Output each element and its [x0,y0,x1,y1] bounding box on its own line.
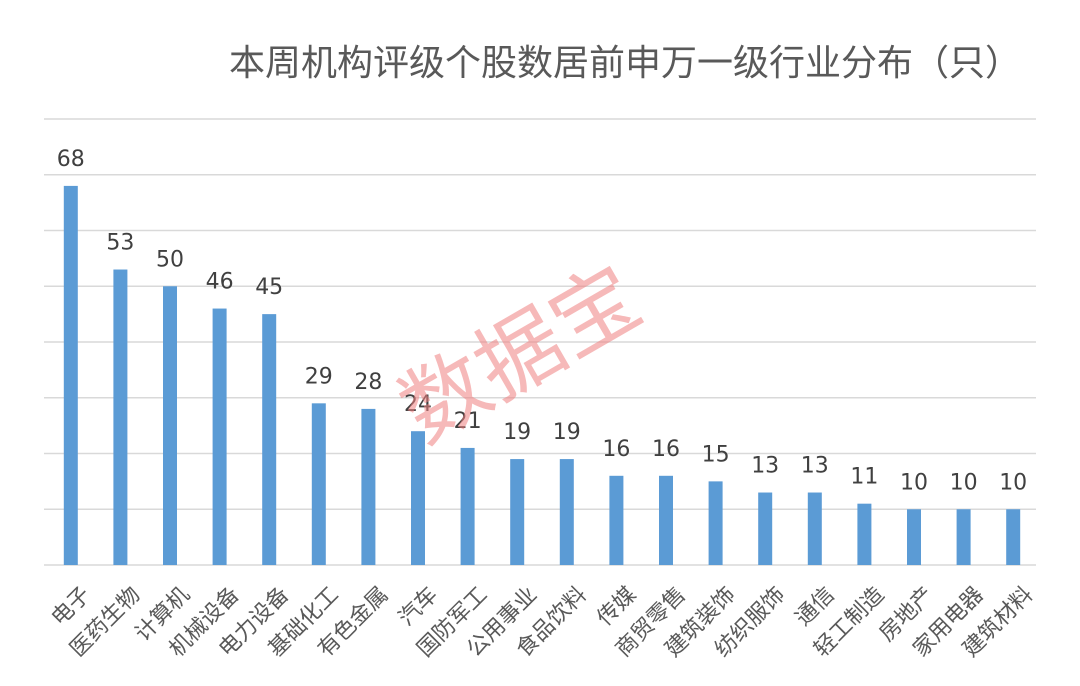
data-label-20: 10 [999,470,1027,495]
data-label-10: 19 [503,420,531,445]
data-label-18: 10 [900,470,928,495]
bar-14 [708,481,723,565]
bar-7 [361,408,376,565]
data-label-17: 11 [850,465,878,490]
bar-2 [113,269,128,565]
chart-title: 本周机构评级个股数居前申万一级行业分布（只） [229,43,1021,84]
bar-12 [609,475,624,565]
data-labels: 68 53 50 46 45 29 28 24 21 19 19 16 16 15 13 13 11 10 10 10 [57,147,1027,495]
bar-6 [311,403,326,565]
data-label-2: 53 [106,231,134,256]
bar-20 [1006,509,1021,565]
bar-4 [212,308,227,565]
bar-10 [510,459,525,565]
bar-19 [956,509,971,565]
bar-8 [411,431,425,565]
data-label-15: 13 [751,454,779,479]
bar-5 [262,314,277,565]
bar-15 [758,492,773,565]
data-label-8: 24 [404,392,432,417]
bar-17 [857,503,872,565]
data-label-1: 68 [57,147,85,172]
data-label-19: 10 [950,470,978,495]
data-label-4: 46 [206,270,234,295]
data-label-12: 16 [602,437,630,462]
bar-3 [163,286,177,565]
bar-16 [807,492,822,565]
bar-9 [460,447,475,565]
category-labels: 电子医药生物计算机机械设备电力设备基础化工有色金属 汽车国防军工公用事业食品饮料传… [47,582,1038,662]
data-label-3: 50 [156,247,184,272]
gridlines [44,118,1036,566]
bar-18 [907,509,921,565]
bars [63,185,1021,565]
data-label-11: 19 [553,420,581,445]
data-label-13: 16 [652,437,680,462]
bar-13 [659,475,673,565]
data-label-14: 15 [702,442,730,467]
data-label-16: 13 [801,454,829,479]
data-label-5: 45 [255,275,283,300]
data-label-7: 28 [354,370,382,395]
bar-1 [63,185,78,565]
bar-11 [559,459,574,565]
data-label-6: 29 [305,364,333,389]
data-label-9: 21 [454,409,482,434]
